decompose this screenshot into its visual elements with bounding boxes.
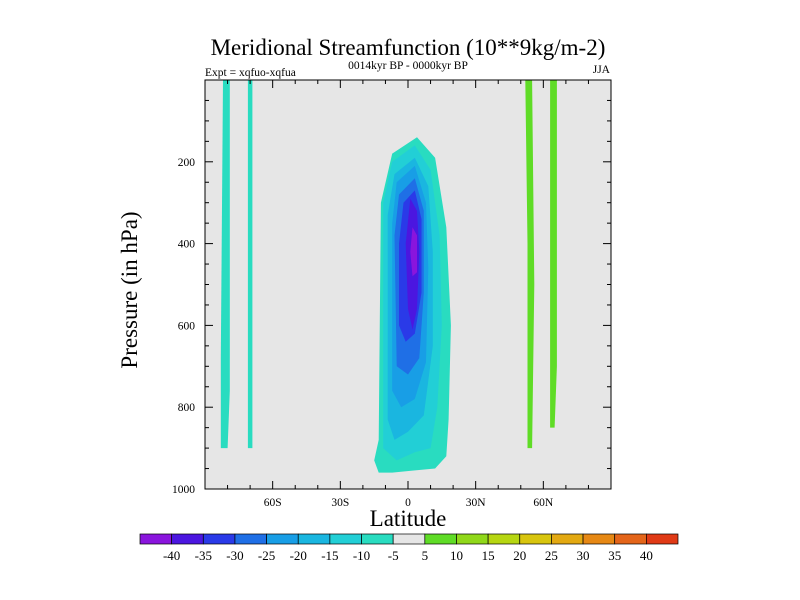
contour-region-north-band-10-left [525,80,535,449]
contour-region-north-thin-line [572,190,575,416]
season-label: JJA [593,64,611,76]
contour-region-south-thin-band [247,80,253,449]
contour-region-upper-north-tongue-right [408,80,454,170]
colorbar-swatch [424,533,457,545]
colorbar-label: -30 [226,548,243,563]
y-tick-label: 800 [178,402,196,414]
colorbar-swatch [297,533,331,545]
y-tick-label: 1000 [172,484,195,496]
y-axis-label: Pressure (in hPa) [117,211,142,368]
y-tick-label: 400 [178,239,196,251]
colorbar-swatch [139,533,172,545]
contour-region-trop-cell-m40 [410,227,417,277]
experiment-label: Expt = xqfuo-xqfua [205,67,296,79]
x-tick-label: 60S [264,497,282,509]
colorbar-label: 25 [545,548,558,563]
colorbar-swatch [551,533,584,545]
colorbar-label: -40 [163,548,180,563]
y-tick-label: 600 [178,320,196,332]
colorbar: -40 -35 -30 -25 -20 -15 -10 -5 5 10 15 20 25 30 35 40 [139,533,679,563]
colorbar-swatch [234,533,267,545]
colorbar-label: 5 [422,548,429,563]
plot-area [204,79,612,490]
colorbar-label: 20 [513,548,526,563]
colorbar-label: -35 [195,548,212,563]
contour-region-north-band-10-right [550,80,557,428]
colorbar-swatch [487,533,521,545]
colorbar-swatch [329,533,362,545]
contour-region-mid-north-streak [464,141,481,199]
colorbar-label: 30 [577,548,590,563]
colorbar-swatch [582,533,616,545]
x-tick-label: 30N [466,497,487,509]
colorbar-swatch [361,533,394,545]
colorbar-swatch [456,533,489,545]
chart-subtitle: 0014kyr BP - 0000kyr BP [348,60,468,72]
chart-title: Meridional Streamfunction (10**9kg/m-2) [211,35,606,60]
colorbar-label: -5 [388,548,399,563]
colorbar-label: 35 [608,548,621,563]
contour-region-upper-north-tongue-left [374,80,393,134]
colorbar-label: -10 [353,548,370,563]
colorbar-swatch [519,533,552,545]
colorbar-swatch [171,533,204,545]
colorbar-label: -20 [290,548,307,563]
colorbar-label: -15 [321,548,338,563]
colorbar-swatch [202,533,236,545]
colorbar-swatch [646,533,679,545]
x-axis-label: Latitude [370,506,447,531]
colorbar-swatch [392,533,426,545]
contour-regions [220,80,575,473]
y-tick-label: 200 [178,157,196,169]
contour-region-high-lat-south-band [220,80,230,449]
colorbar-label: -25 [258,548,275,563]
x-tick-label: 0 [405,497,411,509]
x-axis: 60S 30S 0 30N 60N [227,80,589,509]
colorbar-label: 10 [450,548,463,563]
colorbar-swatch [614,533,647,545]
x-tick-label: 60N [533,497,554,509]
y-axis: 200 400 600 800 1000 [172,99,611,496]
colorbar-label: 40 [640,548,653,563]
colorbar-swatch [266,533,299,545]
colorbar-label: 15 [482,548,495,563]
x-tick-label: 30S [331,497,349,509]
